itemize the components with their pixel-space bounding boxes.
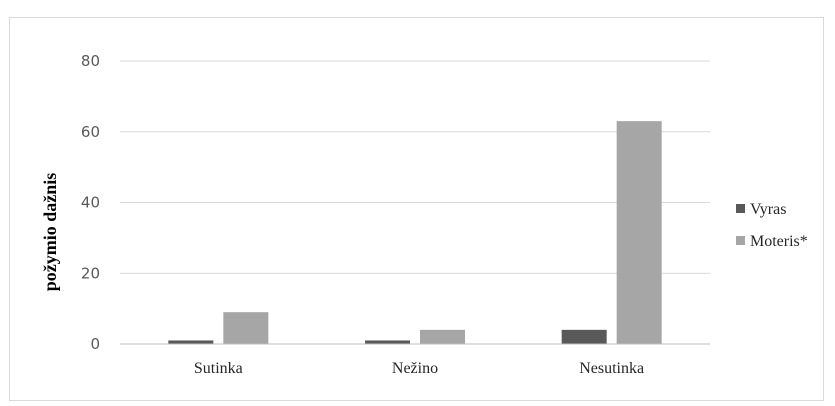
- legend-label: Vyras: [750, 201, 786, 218]
- legend-swatch: [736, 204, 745, 213]
- y-tick-label: 0: [90, 335, 100, 353]
- bar-vyras-sutinka: [168, 340, 214, 344]
- bar-moteris-sutinka: [223, 312, 269, 344]
- bar-vyras-nesutinka: [561, 329, 607, 344]
- y-tick-label: 40: [81, 194, 100, 212]
- y-axis-label: požymio dažnis: [40, 173, 60, 292]
- bar-vyras-nežino: [365, 340, 410, 344]
- bar-moteris-nesutinka: [616, 121, 662, 344]
- legend-label: Moteris*: [750, 233, 808, 250]
- y-tick-label: 80: [81, 52, 100, 70]
- chart-frame: [9, 17, 824, 401]
- y-tick-labels: 0 20 40 60 80: [81, 52, 100, 353]
- x-category-label: Nesutinka: [579, 360, 644, 377]
- bar-moteris-nežino: [420, 329, 465, 344]
- category-labels: Sutinka Nežino Nesutinka: [194, 360, 644, 377]
- x-category-label: Sutinka: [194, 360, 243, 377]
- legend: Vyras Moteris*: [736, 201, 808, 250]
- y-tick-label: 60: [81, 123, 100, 141]
- bars: [120, 121, 710, 345]
- y-tick-label: 20: [81, 264, 100, 282]
- legend-swatch: [736, 236, 745, 245]
- x-category-label: Nežino: [392, 360, 438, 377]
